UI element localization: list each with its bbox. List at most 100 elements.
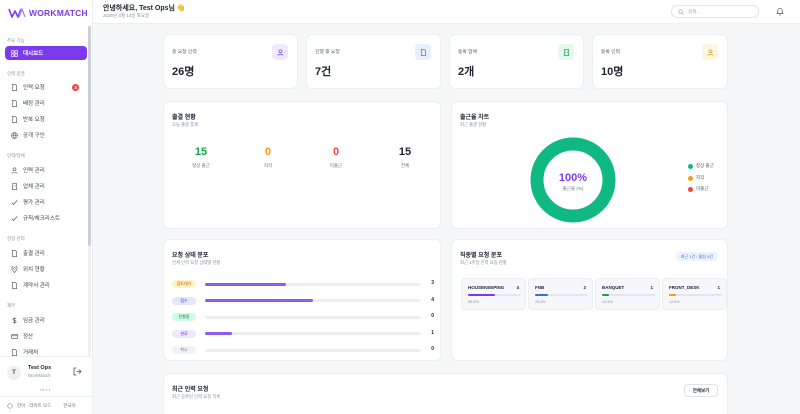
status-count: 0	[431, 313, 434, 319]
stat-label: 등록 인력	[601, 50, 620, 55]
section-label-ops: 인력 운영	[7, 71, 25, 76]
card-title: 최근 인력 요청	[172, 387, 209, 393]
job-bar-fill	[535, 294, 549, 296]
status-bar-track	[205, 282, 420, 286]
document-icon	[11, 115, 18, 123]
legend-late: 지각	[688, 175, 704, 181]
logout-icon[interactable]	[73, 367, 82, 376]
sidebar-item-evaluations[interactable]: 평가 관리	[5, 195, 87, 209]
sidebar-item-settlement[interactable]: 정산	[5, 329, 87, 343]
attendance-card: 출결 현황 오늘 출결 통계 15 정상 출근 0 지각 0 미출근 15 전체	[163, 101, 441, 229]
document-icon	[11, 83, 18, 91]
attendance-value: 15	[194, 146, 208, 158]
sidebar-item-requests[interactable]: 인력 요청 3	[5, 80, 87, 94]
sidebar-item-wages[interactable]: 임금 관리	[5, 313, 87, 327]
theme-icon	[7, 402, 13, 409]
language-select[interactable]: 한국어	[63, 402, 76, 408]
job-bar-fill	[602, 294, 609, 296]
card-icon	[11, 333, 18, 340]
sidebar-item-label: 계약서 관리	[23, 283, 50, 289]
stat-card-companies[interactable]: 등록 업체 2개	[449, 34, 584, 89]
sidebar-item-label: 배정 관리	[23, 101, 45, 107]
sidebar-item-label: 인력 요청	[23, 85, 45, 91]
search-icon	[678, 8, 684, 15]
legend-normal: 정상 출근	[688, 163, 714, 169]
theme-toggle[interactable]: 한이 · 라이트 모드	[17, 402, 52, 408]
job-type-card[interactable]: FRONT_DESK 1 12.5%	[662, 278, 727, 310]
attendance-late: 0 지각	[238, 146, 298, 169]
sidebar-item-dashboard[interactable]: 대시보드	[5, 46, 87, 60]
job-name: BANQUET	[602, 285, 625, 290]
job-bar-track	[669, 294, 722, 296]
avatar[interactable]: T	[7, 366, 21, 380]
status-row: 접수 4	[172, 296, 434, 305]
job-bar-track	[602, 294, 655, 296]
globe-icon	[11, 131, 18, 139]
legend-swatch	[688, 175, 693, 181]
sidebar-item-attendance[interactable]: 출결 관리	[5, 246, 87, 260]
view-all-button[interactable]: 전체보기	[684, 384, 718, 397]
job-type-card[interactable]: FNB 2 25.0%	[528, 278, 593, 310]
sidebar-item-clients[interactable]: 거래처	[5, 345, 87, 359]
sidebar-item-label: 공개 구인	[23, 133, 45, 139]
job-type-card[interactable]: HOUSEKEEPING 4 50.0%	[461, 278, 526, 310]
card-subtitle: 전체 인력 요청 상태별 현황	[172, 260, 221, 265]
status-count: 0	[431, 346, 434, 352]
attendance-value: 15	[398, 146, 412, 158]
status-bar-fill	[205, 282, 286, 286]
status-count: 1	[431, 329, 434, 336]
stat-card-workers[interactable]: 등록 인력 10명	[592, 34, 728, 89]
card-title: 출결 현황	[172, 115, 196, 121]
donut-center-value: 100%	[559, 172, 587, 184]
status-pill: 완료	[172, 329, 196, 338]
job-name: HOUSEKEEPING	[468, 285, 505, 290]
status-bar-fill	[205, 332, 232, 335]
sidebar-item-label: 출결 관리	[23, 251, 45, 257]
top-header: 안녕하세요, Test Ops님 👋 2026년 4월 14일 화요일 검색..…	[93, 0, 800, 24]
sidebar-item-checklists[interactable]: 규칙/체크리스트	[5, 211, 87, 225]
stat-label: 총 요청 인력	[172, 50, 197, 55]
sidebar-item-contracts[interactable]: 계약서 관리	[5, 278, 87, 292]
job-type-card[interactable]: BANQUET 1 12.5%	[595, 278, 660, 310]
status-bar-fill	[205, 299, 313, 302]
sidebar-item-recurring[interactable]: 반복 요청	[5, 112, 87, 126]
building-icon	[558, 44, 574, 60]
sidebar-scrollbar-thumb[interactable]	[88, 26, 91, 246]
stat-card-total-requested[interactable]: 총 요청 인력 26명	[163, 34, 298, 89]
job-bar-fill	[468, 294, 495, 296]
status-count: 3	[431, 280, 434, 286]
donut-center-label: 출근율 (%)	[563, 185, 584, 192]
job-requests-card: 직종별 요청 분포 최근 1주일 인력 요청 현황 최근 1건 / 활성 0건 …	[451, 239, 728, 361]
attendance-total: 15 전체	[375, 146, 435, 169]
user-profile: T Test Ops WorkMatch v0.4.1	[0, 356, 92, 396]
sidebar-item-assignments[interactable]: 배정 관리	[5, 96, 87, 110]
donut-chart[interactable]: 100% 출근율 (%)	[529, 136, 617, 224]
sidebar-item-public-jobs[interactable]: 공개 구인	[5, 128, 87, 142]
attendance-value: 0	[264, 146, 272, 158]
grid-icon	[11, 49, 18, 57]
status-row: 완료 1	[172, 329, 434, 338]
search-input[interactable]: 검색...	[671, 5, 759, 18]
request-status-card: 요청 상태 분포 전체 인력 요청 상태별 현황 검토대기 3 접수 4 진행중 0 완료 1…	[163, 239, 441, 361]
attendance-label: 전체	[400, 163, 410, 168]
stat-value: 10명	[601, 66, 624, 78]
job-percent: 12.5%	[602, 300, 613, 304]
attendance-normal: 15 정상 출근	[171, 146, 231, 169]
stat-label: 진행 중 요청	[315, 50, 340, 55]
sidebar-item-workers[interactable]: 인력 관리	[5, 163, 87, 177]
job-name: FNB	[535, 285, 545, 290]
sidebar-item-companies[interactable]: 업체 관리	[5, 179, 87, 193]
bell-icon[interactable]	[776, 7, 784, 16]
legend-absent: 미출근	[688, 186, 708, 192]
status-pill: 취소	[172, 346, 196, 354]
brand-logo[interactable]: WORKMATCH	[8, 8, 88, 18]
dollar-icon	[11, 316, 18, 324]
sidebar-item-location[interactable]: 위치 현황	[5, 262, 87, 276]
period-badge: 최근 1건 / 활성 0건	[675, 252, 718, 261]
sidebar-item-label: 평가 관리	[23, 200, 45, 206]
legend-label: 미출근	[696, 186, 709, 191]
stat-card-in-progress[interactable]: 진행 중 요청 7건	[306, 34, 441, 89]
search-placeholder: 검색...	[688, 8, 701, 14]
attendance-value: 0	[332, 146, 340, 158]
status-row: 취소 0	[172, 346, 434, 354]
